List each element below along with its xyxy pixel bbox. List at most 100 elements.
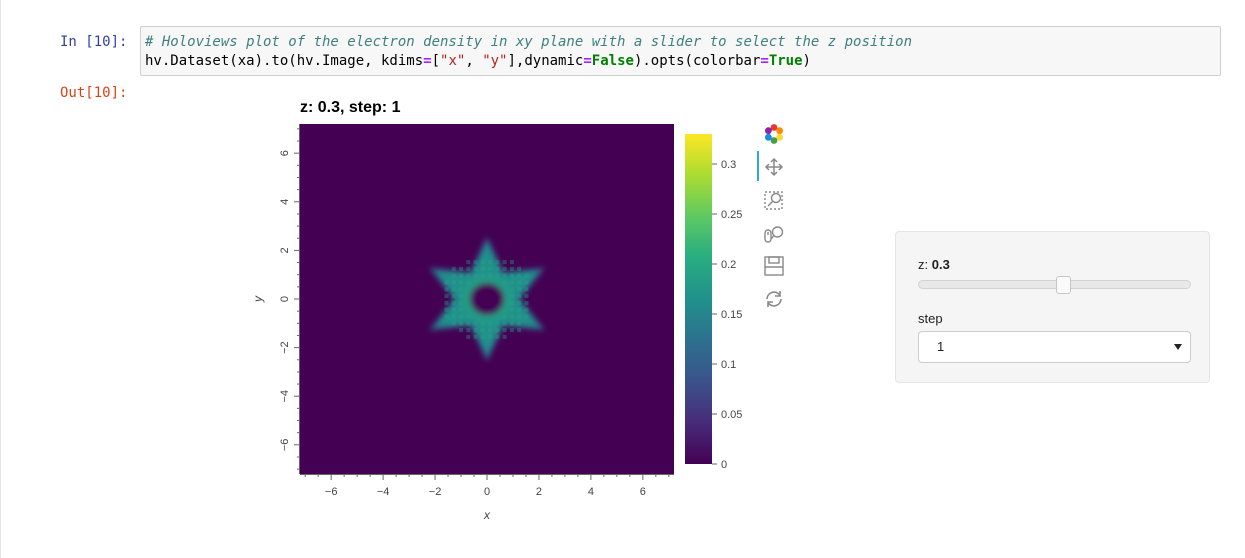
density-cell bbox=[509, 287, 514, 292]
colorbar-tick-label: 0.05 bbox=[721, 409, 742, 421]
density-cell bbox=[502, 334, 507, 339]
input-prompt: In [10]: bbox=[60, 34, 128, 50]
density-cell bbox=[473, 334, 478, 339]
density-cell bbox=[502, 321, 507, 326]
density-cell bbox=[451, 294, 456, 299]
x-tick-label: −4 bbox=[377, 486, 390, 498]
code-operator: = bbox=[583, 53, 592, 69]
z-slider-value: 0.3 bbox=[931, 257, 950, 272]
y-tick-label: −2 bbox=[279, 341, 291, 354]
code-token: ],dynamic bbox=[507, 53, 584, 69]
colorbar-tick-label: 0.1 bbox=[721, 359, 736, 371]
code-operator: = bbox=[760, 53, 769, 69]
density-cell bbox=[517, 273, 522, 278]
code-text[interactable]: # Holoviews plot of the electron density… bbox=[145, 33, 912, 71]
density-cell bbox=[480, 266, 485, 271]
step-select-label: step bbox=[918, 311, 943, 326]
density-cell bbox=[517, 307, 522, 312]
colorbar-tick-label: 0 bbox=[721, 459, 727, 471]
density-cell bbox=[466, 321, 471, 326]
density-cell bbox=[495, 260, 500, 265]
density-cell bbox=[517, 300, 522, 305]
density-cell bbox=[524, 294, 529, 299]
density-cell bbox=[509, 328, 514, 333]
x-tick-label: −2 bbox=[429, 486, 442, 498]
density-cell bbox=[466, 260, 471, 265]
y-tick-label: −6 bbox=[279, 439, 291, 452]
density-cell bbox=[524, 273, 529, 278]
density-cell bbox=[509, 300, 514, 305]
code-token: ) bbox=[802, 53, 811, 69]
density-cell bbox=[488, 328, 493, 333]
density-cell bbox=[473, 260, 478, 265]
box-zoom-icon[interactable] bbox=[761, 187, 787, 213]
step-select[interactable]: 1 bbox=[918, 331, 1191, 363]
colorbar-tick-label: 0.3 bbox=[721, 159, 736, 171]
density-cell bbox=[459, 307, 464, 312]
density-cell bbox=[466, 266, 471, 271]
code-string: "y" bbox=[482, 53, 508, 69]
density-cell bbox=[459, 287, 464, 292]
reset-icon[interactable] bbox=[761, 286, 787, 312]
density-cell bbox=[473, 328, 478, 333]
pan-icon[interactable] bbox=[761, 154, 787, 180]
density-cell bbox=[459, 328, 464, 333]
density-cell bbox=[444, 287, 449, 292]
y-tick-label: 0 bbox=[279, 296, 291, 302]
plot-toolbar bbox=[757, 120, 791, 320]
density-cell bbox=[480, 260, 485, 265]
density-cell bbox=[466, 273, 471, 278]
density-cell bbox=[495, 334, 500, 339]
density-cell bbox=[502, 314, 507, 319]
code-token: hv.Dataset(xa).to(hv.Image, kdims bbox=[145, 53, 424, 69]
colorbar-axis: 0 0.05 0.1 0.15 0.2 0.25 0.3 bbox=[712, 159, 742, 471]
y-tick-label: 2 bbox=[279, 247, 291, 253]
density-cell bbox=[451, 287, 456, 292]
density-cell bbox=[466, 314, 471, 319]
save-icon[interactable] bbox=[761, 253, 787, 279]
x-tick-label: 0 bbox=[484, 486, 490, 498]
density-cell bbox=[473, 266, 478, 271]
density-cell bbox=[459, 273, 464, 278]
density-cell bbox=[451, 300, 456, 305]
density-cell bbox=[517, 314, 522, 319]
density-cell bbox=[502, 280, 507, 285]
x-tick-label: 6 bbox=[640, 486, 646, 498]
density-cell bbox=[495, 321, 500, 326]
density-cell bbox=[451, 321, 456, 326]
step-select-value: 1 bbox=[937, 339, 945, 354]
wheel-zoom-icon[interactable] bbox=[761, 220, 787, 246]
density-cell bbox=[459, 321, 464, 326]
notebook-left-border bbox=[0, 0, 1, 558]
code-cell[interactable]: # Holoviews plot of the electron density… bbox=[140, 26, 1221, 76]
hexagram-edge bbox=[429, 237, 545, 361]
output-prompt: Out[10]: bbox=[60, 85, 128, 101]
density-cell bbox=[509, 273, 514, 278]
y-axis: −6 −4 −2 0 2 4 6 bbox=[279, 124, 300, 474]
density-cell bbox=[524, 314, 529, 319]
density-cell bbox=[517, 321, 522, 326]
density-cell bbox=[451, 280, 456, 285]
density-cell bbox=[444, 300, 449, 305]
density-cell bbox=[488, 266, 493, 271]
z-slider[interactable] bbox=[918, 276, 1191, 294]
density-cell bbox=[509, 314, 514, 319]
density-cell bbox=[509, 307, 514, 312]
density-cell bbox=[495, 273, 500, 278]
density-cell bbox=[509, 321, 514, 326]
density-cell bbox=[459, 314, 464, 319]
bokeh-logo-icon[interactable] bbox=[761, 121, 787, 147]
code-comment: # Holoviews plot of the electron density… bbox=[145, 34, 913, 50]
density-cell bbox=[509, 260, 514, 265]
z-slider-handle[interactable] bbox=[1055, 276, 1071, 294]
density-cell bbox=[524, 287, 529, 292]
density-cell bbox=[488, 334, 493, 339]
code-token: , bbox=[465, 53, 483, 69]
code-token: [ bbox=[431, 53, 441, 69]
chevron-down-icon bbox=[1174, 344, 1182, 350]
density-cell bbox=[466, 280, 471, 285]
density-cell bbox=[480, 321, 485, 326]
density-cell bbox=[480, 273, 485, 278]
code-token: ).opts(colorbar bbox=[633, 53, 761, 69]
